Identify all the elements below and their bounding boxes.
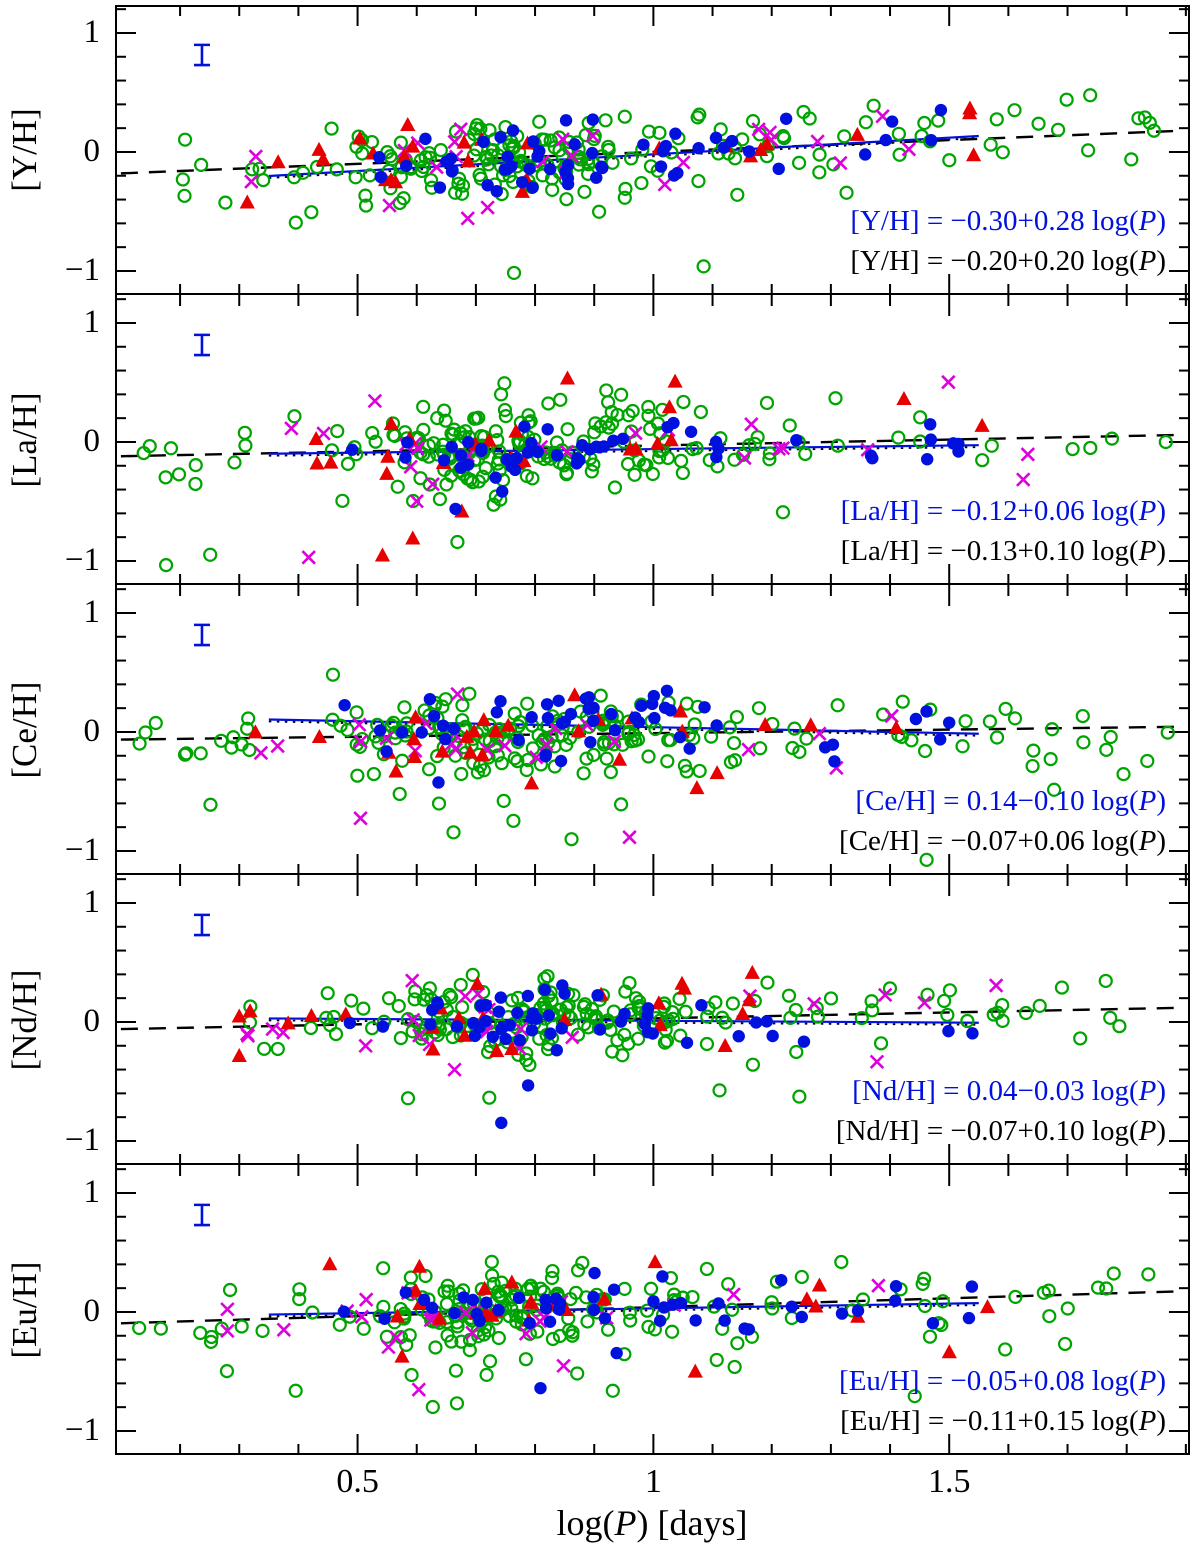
fit-equation-this-work: [Y/H] = −0.30+0.28 log(P) (850, 205, 1166, 237)
this-work-fit-solid-line (268, 134, 979, 178)
plot-area-nd-h (115, 875, 1190, 1165)
y-tick-label: 1 (83, 593, 101, 630)
fit-equation-literature: [Nd/H] = −0.07+0.10 log(P) (835, 1115, 1166, 1147)
fit-lines (120, 433, 1183, 458)
panel-eu-h: [Eu/H] [Eu/H] = −0.05+0.08 log(P) [Eu/H]… (5, 1165, 1190, 1455)
x-axis-title: log(P) [days] (556, 1503, 748, 1543)
series-blue-filled-circle (338, 684, 956, 789)
y-tick-label: −1 (64, 251, 100, 288)
plot-area-y-h (115, 5, 1190, 295)
panel-frame (115, 5, 1190, 295)
x-tick-label: 0.5 (336, 1463, 379, 1500)
fit-equation-literature: [Y/H] = −0.20+0.20 log(P) (850, 245, 1166, 277)
fit-lines (120, 129, 1183, 179)
y-tick-label: 1 (83, 883, 101, 920)
y-tick-label: 0 (83, 422, 101, 459)
error-bar (193, 913, 210, 937)
panel-frame (115, 875, 1190, 1165)
series-blue-filled-circle (372, 103, 948, 198)
y-tick-label: 0 (83, 712, 101, 749)
y-tick-label: −1 (64, 1121, 100, 1158)
plot-area-la-h (115, 295, 1190, 585)
panel-frame (115, 585, 1190, 875)
panel-nd-h: [Nd/H] [Nd/H] = 0.04−0.03 log(P) [Nd/H] … (5, 875, 1190, 1165)
fit-equation-this-work: [Ce/H] = 0.14−0.10 log(P) (855, 785, 1166, 817)
error-bar (193, 43, 210, 67)
fit-equation-this-work: [La/H] = −0.12+0.06 log(P) (840, 495, 1166, 527)
plot-area-eu-h (115, 1165, 1190, 1455)
panel-ce-h: [Ce/H] [Ce/H] = 0.14−0.10 log(P) [Ce/H] … (5, 585, 1190, 875)
series-blue-filled-circle (337, 1266, 979, 1395)
y-tick-label: 0 (83, 1002, 101, 1039)
error-bar (193, 623, 210, 647)
literature-fit-dashed-line (120, 1290, 1183, 1325)
error-bar (193, 1203, 210, 1227)
literature-fit-dashed-line (120, 725, 1183, 741)
fit-equation-this-work: [Nd/H] = 0.04−0.03 log(P) (852, 1075, 1166, 1107)
error-bar (193, 333, 210, 357)
dotted-overlay-line (268, 137, 979, 179)
literature-fit-dashed-line (120, 1006, 1183, 1031)
fit-equation-this-work: [Eu/H] = −0.05+0.08 log(P) (839, 1365, 1166, 1397)
x-tick-label: 1 (644, 1463, 662, 1500)
axis-ticks (115, 585, 1190, 875)
series-blue-filled-circle (343, 979, 979, 1130)
y-tick-label: −1 (64, 831, 100, 868)
fit-equation-literature: [La/H] = −0.13+0.10 log(P) (840, 535, 1166, 567)
x-tick-label: 1.5 (927, 1463, 971, 1500)
y-tick-label: 1 (83, 1173, 101, 1210)
panel-frame (115, 1165, 1190, 1455)
series-magenta-cross (244, 109, 917, 226)
y-tick-label: −1 (64, 1411, 100, 1448)
fit-equation-literature: [Eu/H] = −0.11+0.15 log(P) (840, 1405, 1166, 1437)
panel-y-h: [Y/H] [Y/H] = −0.30+0.28 log(P) [Y/H] = … (5, 5, 1190, 295)
y-tick-label: 1 (83, 13, 101, 50)
panel-la-h: [La/H] [La/H] = −0.12+0.06 log(P) [La/H]… (5, 295, 1190, 585)
y-tick-label: 0 (83, 1292, 101, 1329)
series-blue-filled-circle (345, 416, 965, 516)
y-tick-label: 1 (83, 303, 101, 340)
y-tick-label: 0 (83, 132, 101, 169)
literature-fit-dashed-line (120, 129, 1183, 175)
panel-frame (115, 295, 1190, 585)
y-tick-label: −1 (64, 541, 100, 578)
plot-area-ce-h (115, 585, 1190, 875)
fit-equation-literature: [Ce/H] = −0.07+0.06 log(P) (839, 825, 1166, 857)
